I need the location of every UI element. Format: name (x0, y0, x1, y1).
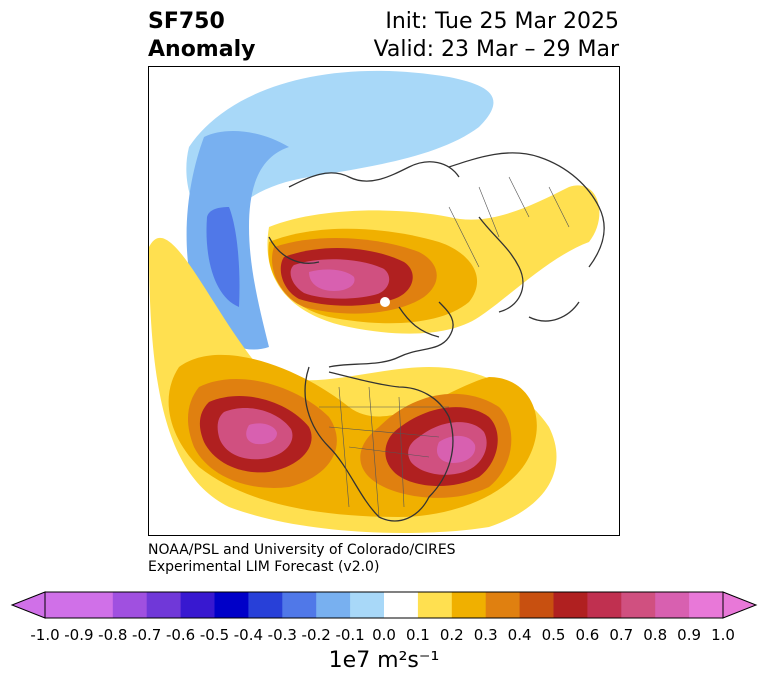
colorbar-tick-label: 0.9 (677, 626, 702, 644)
colorbar-segment (587, 592, 622, 618)
colorbar-tick-label: -0.3 (267, 626, 297, 644)
colorbar-ticks: -1.0 -0.9 -0.8 -0.7 -0.6 -0.5 -0.4 -0.3 -0.2 -0.1… (0, 626, 768, 646)
colorbar-tick-label: -0.6 (165, 626, 196, 644)
colorbar-segment (248, 592, 283, 618)
political-borders (319, 176, 570, 518)
colorbar-segment (350, 592, 385, 618)
colorbar-tick-label: 0.6 (575, 626, 600, 644)
colorbar-tick-label: 0.4 (507, 626, 532, 644)
colorbar-segment (451, 592, 487, 618)
colorbar-segment (384, 592, 419, 618)
colorbar-tick-label: -0.5 (199, 626, 230, 644)
colorbar-segment (214, 592, 249, 618)
anomaly-map (149, 70, 605, 533)
colorbar-tick-label: 1.0 (711, 626, 735, 644)
colorbar-segment (485, 592, 521, 618)
neg-anomaly-north (186, 70, 494, 237)
colorbar-label: 1e7 m²s⁻¹ (328, 648, 440, 673)
colorbar-tick-label: 0.0 (372, 626, 396, 644)
pos-anomaly-max-1 (246, 423, 277, 445)
field-kind: Anomaly (148, 37, 256, 62)
plot-title-left: SF750 Anomaly (148, 8, 255, 64)
north-pole-marker (380, 297, 390, 307)
neg-anomaly-pacific-outer (186, 131, 289, 350)
pos-anomaly-max-2 (436, 435, 476, 463)
colorbar (10, 591, 758, 619)
credit-line-1: NOAA/PSL and University of Colorado/CIRE… (148, 542, 456, 558)
colorbar-tick-label: 0.2 (439, 626, 464, 644)
init-date: Init: Tue 25 Mar 2025 (385, 9, 619, 34)
colorbar-segment (316, 592, 351, 618)
colorbar-tick-label: 0.1 (405, 626, 430, 644)
colorbar-tick-label: -0.2 (301, 626, 331, 644)
colorbar-high-extend (722, 591, 758, 619)
colorbar-segment (180, 592, 215, 618)
colorbar-tick-label: 0.7 (609, 626, 634, 644)
colorbar-tick-label: -0.9 (64, 626, 94, 644)
colorbar-segment (689, 592, 724, 618)
colorbar-segment (112, 592, 148, 618)
colorbar-segment (78, 592, 114, 618)
colorbar-tick-label: -0.7 (132, 626, 162, 644)
credit-line-2: Experimental LIM Forecast (v2.0) (148, 559, 380, 575)
colorbar-tick-label: -1.0 (30, 626, 60, 644)
credit-text: NOAA/PSL and University of Colorado/CIRE… (148, 542, 456, 576)
colorbar-tick-label: -0.1 (335, 626, 365, 644)
map-panel (148, 66, 620, 536)
valid-range: Valid: 23 Mar – 29 Mar (373, 37, 619, 62)
colorbar-tick-label: 0.8 (643, 626, 668, 644)
colorbar-tick-label: -0.8 (98, 626, 128, 644)
colorbar-segment (282, 592, 317, 618)
colorbar-segment (417, 592, 453, 618)
variable-name: SF750 (148, 9, 225, 34)
colorbar-segment (146, 592, 182, 618)
colorbar-tick-label: 0.3 (473, 626, 498, 644)
coastlines (268, 152, 605, 522)
colorbar-segment (553, 592, 588, 618)
colorbar-border (44, 591, 724, 619)
plot-title-right: Init: Tue 25 Mar 2025 Valid: 23 Mar – 29… (374, 8, 619, 64)
pos-anomaly-max-3 (309, 269, 355, 291)
colorbar-tick-label: 0.5 (541, 626, 566, 644)
colorbar-low-extend (10, 591, 46, 619)
colorbar-tick-label: -0.4 (233, 626, 264, 644)
colorbar-segment (621, 592, 656, 618)
colorbar-segment (45, 592, 80, 618)
colorbar-segment (519, 592, 554, 618)
neg-anomaly-pacific-inner (206, 207, 240, 307)
colorbar-segment (655, 592, 690, 618)
